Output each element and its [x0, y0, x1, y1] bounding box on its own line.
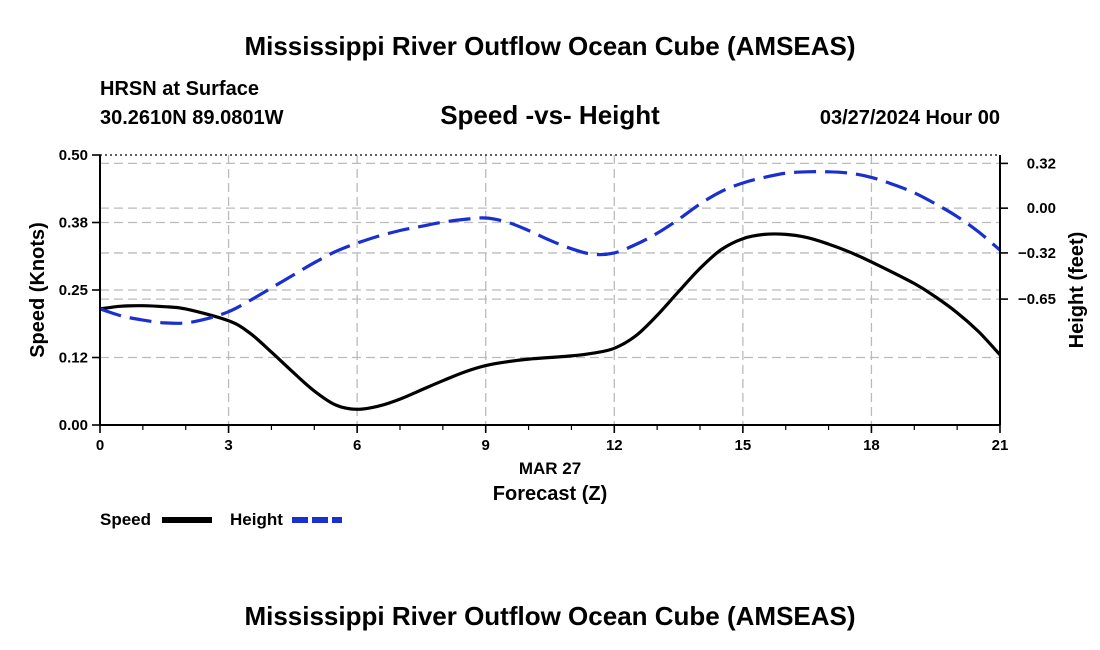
- datetime-label: 03/27/2024 Hour 00: [820, 107, 1000, 129]
- x-tick-label: 12: [606, 437, 623, 454]
- coordinates-label: 30.2610N 89.0801W: [100, 107, 284, 129]
- series-line-height: [99, 170, 1002, 325]
- legend: Speed Height: [100, 510, 342, 529]
- footer-title: Mississippi River Outflow Ocean Cube (AM…: [244, 601, 855, 631]
- x-tick-label: 21: [992, 437, 1009, 454]
- axes: [92, 154, 1008, 433]
- y-left-tick-label: 0.25: [59, 282, 88, 299]
- y-right-tick-label: 0.32: [1027, 155, 1056, 172]
- data-series: [99, 170, 1002, 411]
- y-axis-left-label: Speed (Knots): [27, 222, 49, 358]
- x-tick-label: 3: [224, 437, 232, 454]
- y-left-tick-label: 0.12: [59, 350, 88, 367]
- tick-labels: 0 3 6 9 12 15 18 21 0.00 0.12 0.25 0.38 0.50 −0.65 −0.…: [59, 147, 1056, 454]
- x-axis-date-label: MAR 27: [519, 459, 581, 478]
- series-line-speed: [99, 232, 1002, 411]
- chart-main-title: Mississippi River Outflow Ocean Cube (AM…: [244, 31, 855, 61]
- y-right-tick-label: −0.32: [1018, 245, 1056, 262]
- x-axis-label: Forecast (Z): [493, 483, 607, 505]
- legend-label-speed: Speed: [100, 510, 151, 529]
- plot-title: Speed -vs- Height: [440, 100, 660, 130]
- x-tick-label: 0: [96, 437, 104, 454]
- location-label: HRSN at Surface: [100, 78, 259, 100]
- legend-label-height: Height: [230, 510, 283, 529]
- x-tick-label: 6: [353, 437, 361, 454]
- y-left-tick-label: 0.00: [59, 417, 88, 434]
- x-tick-label: 15: [735, 437, 752, 454]
- grid-lines: [100, 154, 1000, 426]
- x-tick-label: 18: [863, 437, 880, 454]
- x-tick-label: 9: [482, 437, 490, 454]
- y-left-tick-label: 0.38: [59, 215, 88, 232]
- y-left-tick-label: 0.50: [59, 147, 88, 164]
- y-right-tick-label: 0.00: [1027, 200, 1056, 217]
- y-right-tick-label: −0.65: [1018, 291, 1056, 308]
- y-axis-right-label: Height (feet): [1066, 232, 1088, 349]
